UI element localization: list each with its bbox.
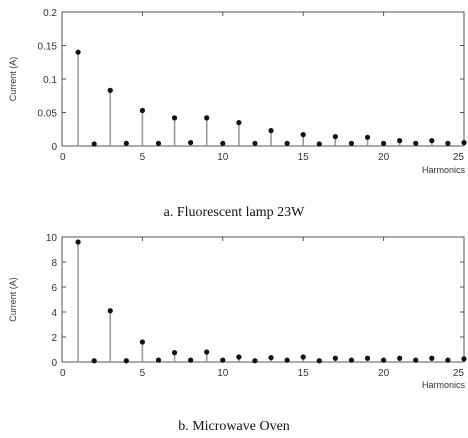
panel-b-y-tick-label: 8 — [51, 258, 57, 269]
panel-b-x-tick-label: 15 — [298, 368, 310, 379]
panel-b-x-tick-label: 25 — [453, 368, 465, 379]
panel-b-marker-h3 — [107, 308, 113, 314]
panel-b-marker-h15 — [300, 354, 306, 360]
panel-a-y-tick-label: 0.15 — [38, 42, 58, 53]
panel-b-marker-h21 — [397, 355, 403, 361]
panel-b-marker-h13 — [268, 355, 274, 361]
panel-b-marker-h19 — [364, 355, 371, 361]
panel-a-y-tick-label: 0.2 — [43, 8, 57, 19]
panel-b-y-tick-label: 0 — [51, 358, 57, 369]
panel-b-marker-h14 — [284, 357, 290, 363]
panel-a-marker-h3 — [107, 87, 113, 93]
panel-a-marker-h13 — [268, 127, 274, 134]
panel-b-y-tick-label: 10 — [46, 233, 58, 244]
panel-a-y-tick-label: 0.05 — [38, 109, 58, 120]
panel-b-marker-h10 — [220, 357, 226, 363]
panel-b-marker-h12 — [252, 358, 258, 364]
panel-a-y-tick-label: 0.1 — [43, 75, 57, 86]
panel-a-marker-h22 — [413, 140, 419, 146]
panel-b-marker-h6 — [155, 357, 162, 363]
panel-a-marker-h25 — [461, 140, 467, 146]
panel-a-marker-h21 — [397, 138, 403, 144]
panel-b-marker-h5 — [139, 339, 145, 345]
panel-a-x-tick-label: 15 — [298, 152, 310, 163]
panel-a-marker-h20 — [381, 140, 387, 146]
panel-b-marker-h25 — [461, 356, 467, 362]
panel-a-marker-h2 — [91, 141, 97, 147]
panel-b-x-tick-label: 5 — [140, 368, 146, 379]
panel-b-y-tick-label: 4 — [51, 308, 57, 319]
panel-a-x-tick-label: 25 — [453, 152, 465, 163]
panel-b-x-tick-label: 10 — [217, 368, 229, 379]
panel-a-plot-frame — [61, 11, 465, 147]
panel-b-marker-h16 — [316, 358, 322, 364]
panel-a-x-axis-label: Harmonics — [422, 165, 466, 175]
panel-a-marker-h16 — [316, 141, 322, 147]
panel-a-marker-h24 — [445, 140, 451, 146]
panel-a-marker-h5 — [139, 107, 145, 114]
panel-b-caption: b. Microwave Oven — [178, 419, 290, 434]
panel-a-marker-h23 — [429, 138, 435, 144]
panel-a-y-tick-label: 0 — [51, 142, 57, 153]
panel-b-marker-h2 — [91, 358, 97, 364]
panel-a-y-axis-label: Current (A) — [8, 57, 18, 102]
panel-a-x-tick-label: 0 — [60, 152, 66, 163]
panel-b-marker-h1 — [75, 239, 81, 245]
panel-a-marker-h10 — [220, 140, 226, 146]
panel-b-marker-h7 — [171, 350, 178, 356]
panel-b-x-axis-label: Harmonics — [422, 380, 466, 390]
panel-a-marker-h18 — [348, 140, 355, 146]
panel-b-plot-frame — [61, 236, 465, 363]
panel-b-marker-h24 — [445, 357, 451, 363]
panel-b-marker-h20 — [381, 357, 387, 363]
panel-a-marker-h6 — [155, 140, 162, 146]
panel-a-marker-h14 — [284, 140, 290, 146]
panel-b-marker-h22 — [413, 357, 419, 363]
panel-b-y-axis-label: Current (A) — [8, 277, 18, 322]
panel-a-marker-h7 — [171, 115, 178, 121]
panel-a-x-tick-label: 20 — [378, 152, 390, 163]
panel-b-y-tick-label: 2 — [51, 333, 57, 344]
panel-b-marker-h4 — [123, 358, 129, 364]
panel-a-marker-h15 — [300, 132, 306, 138]
panel-a-marker-h19 — [364, 134, 371, 140]
panel-a-marker-h1 — [75, 49, 81, 55]
panel-b-marker-h23 — [429, 355, 435, 361]
panel-b-marker-h18 — [348, 357, 355, 363]
panel-b-y-tick-label: 6 — [51, 283, 57, 294]
panel-b-marker-h11 — [236, 354, 242, 360]
panel-a-marker-h12 — [252, 140, 258, 146]
panel-a-marker-h4 — [123, 140, 129, 146]
panel-a-marker-h17 — [332, 134, 338, 140]
panel-a-x-tick-label: 5 — [140, 152, 146, 163]
panel-a-x-tick-label: 10 — [217, 152, 229, 163]
panel-b-x-tick-label: 20 — [378, 368, 390, 379]
panel-a-caption: a. Fluorescent lamp 23W — [164, 205, 306, 220]
panel-a-marker-h8 — [188, 140, 194, 146]
panel-b-marker-h8 — [188, 357, 194, 363]
panel-a-marker-h11 — [236, 119, 242, 126]
panel-b-marker-h9 — [204, 349, 210, 355]
panel-a-marker-h9 — [204, 115, 210, 121]
panel-b-marker-h17 — [332, 355, 338, 361]
panel-b-x-tick-label: 0 — [60, 368, 66, 379]
